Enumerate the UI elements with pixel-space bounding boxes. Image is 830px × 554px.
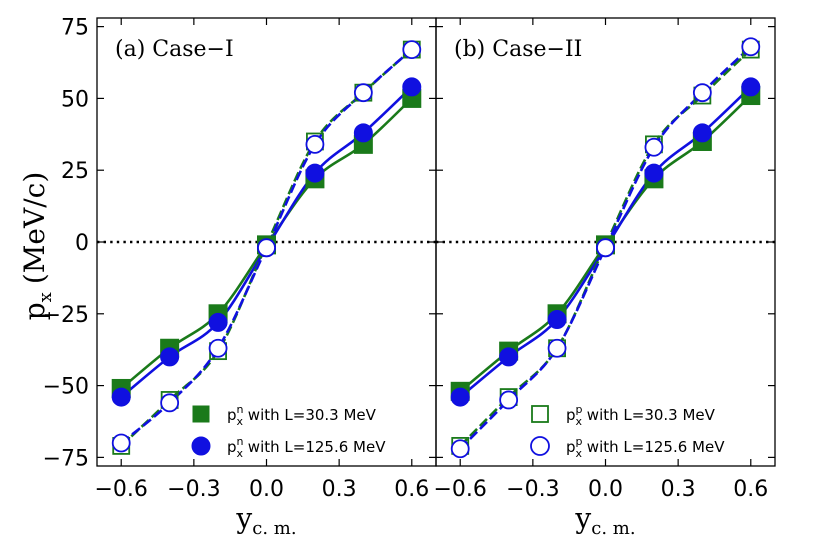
legend-marker — [192, 405, 210, 423]
legend-text: with L=30.3 MeV — [582, 406, 716, 424]
y-axis-label-unit: (MeV/c) — [18, 172, 51, 284]
data-point-circle — [111, 387, 131, 407]
data-point-circle — [257, 238, 276, 258]
data-point-circle — [499, 390, 519, 410]
legend-text: with L=30.3 MeV — [243, 406, 377, 424]
x-axis-label-main: y — [235, 502, 252, 535]
data-point-circle — [741, 77, 761, 97]
data-point-circle — [402, 77, 422, 97]
data-point-circle — [547, 310, 567, 330]
x-tick-label: 0.6 — [733, 477, 768, 502]
panel-label: (b) Case−II — [454, 37, 582, 62]
x-tick-label: 0.6 — [394, 477, 429, 502]
x-axis-label-sub: c. m. — [252, 518, 296, 539]
x-axis-label-sub: c. m. — [591, 518, 635, 539]
legend-label: pn x with L=125.6 MeV — [227, 435, 386, 460]
y-tick-label: −75 — [43, 446, 89, 471]
x-axis-label: yc. m. — [235, 502, 296, 539]
data-point-circle — [547, 338, 567, 358]
legend-p: p — [227, 438, 237, 456]
y-tick-label: −50 — [43, 375, 89, 400]
legend-text: with L=125.6 MeV — [243, 438, 386, 456]
data-point-circle — [692, 123, 712, 143]
data-point-circle — [208, 312, 228, 332]
x-tick-label: −0.6 — [95, 477, 148, 502]
data-point-circle — [692, 83, 712, 103]
data-point-circle — [450, 439, 470, 459]
text-labels: −0.6 −0.3 0.0 0.3 0.6 −75 −50 −25 0 25 50 75 (a) Cas… — [18, 16, 768, 539]
y-axis-label-main: p — [18, 302, 51, 320]
legend-label: pp x with L=125.6 MeV — [566, 435, 725, 460]
legend-sub: x — [237, 415, 244, 428]
panel-label: (a) Case−I — [115, 37, 234, 62]
data-point-circle — [353, 83, 373, 103]
x-tick-label: 0.0 — [588, 477, 623, 502]
x-tick-label: −0.3 — [167, 477, 220, 502]
legend-sup: p — [576, 435, 583, 448]
data-point-circle — [644, 137, 664, 157]
x-axis-label: yc. m. — [574, 502, 635, 539]
legend-sup: n — [237, 403, 244, 416]
data-point-circle — [499, 347, 519, 367]
legend-sub: x — [237, 447, 244, 460]
y-tick-label: 0 — [75, 231, 89, 256]
data-point-circle — [402, 40, 422, 59]
y-tick-label: 25 — [61, 159, 89, 184]
y-tick-label: −25 — [43, 303, 89, 328]
x-axis-label-main: y — [574, 502, 591, 535]
y-axis-label-sub: x — [35, 292, 56, 302]
legend-sup: p — [576, 403, 583, 416]
data-point-circle — [741, 37, 761, 57]
data-point-circle — [208, 338, 228, 358]
x-tick-label: −0.3 — [506, 477, 559, 502]
legend-marker — [191, 436, 211, 456]
data-point-circle — [111, 433, 131, 453]
legend-sub: x — [576, 415, 583, 428]
legend-p: p — [227, 406, 237, 424]
x-tick-label: −0.6 — [434, 477, 487, 502]
legend-p: p — [566, 406, 576, 424]
y-tick-label: 75 — [61, 16, 89, 41]
data-point-circle — [305, 134, 325, 154]
x-tick-label: 0.3 — [661, 477, 696, 502]
legend-p: p — [566, 438, 576, 456]
axis-ticks — [97, 18, 775, 466]
x-tick-label: 0.0 — [249, 477, 284, 502]
data-point-circle — [644, 163, 664, 183]
data-point-circle — [160, 347, 180, 367]
legend-text: with L=125.6 MeV — [582, 438, 725, 456]
data-point-circle — [450, 387, 470, 407]
legend-marker — [530, 436, 550, 456]
y-tick-label: 50 — [61, 87, 89, 112]
legend-marker — [531, 405, 549, 423]
data-point-circle — [305, 163, 325, 183]
data-point-circle — [596, 238, 615, 258]
legend-label: pp x with L=30.3 MeV — [566, 403, 716, 428]
legend-sup: n — [237, 435, 244, 448]
data-markers — [111, 37, 761, 459]
data-point-circle — [353, 123, 373, 143]
legend-label: pn x with L=30.3 MeV — [227, 403, 377, 428]
legend-sub: x — [576, 447, 583, 460]
y-axis-label: px (MeV/c) — [18, 172, 56, 321]
data-point-circle — [160, 393, 180, 413]
x-tick-label: 0.3 — [322, 477, 357, 502]
